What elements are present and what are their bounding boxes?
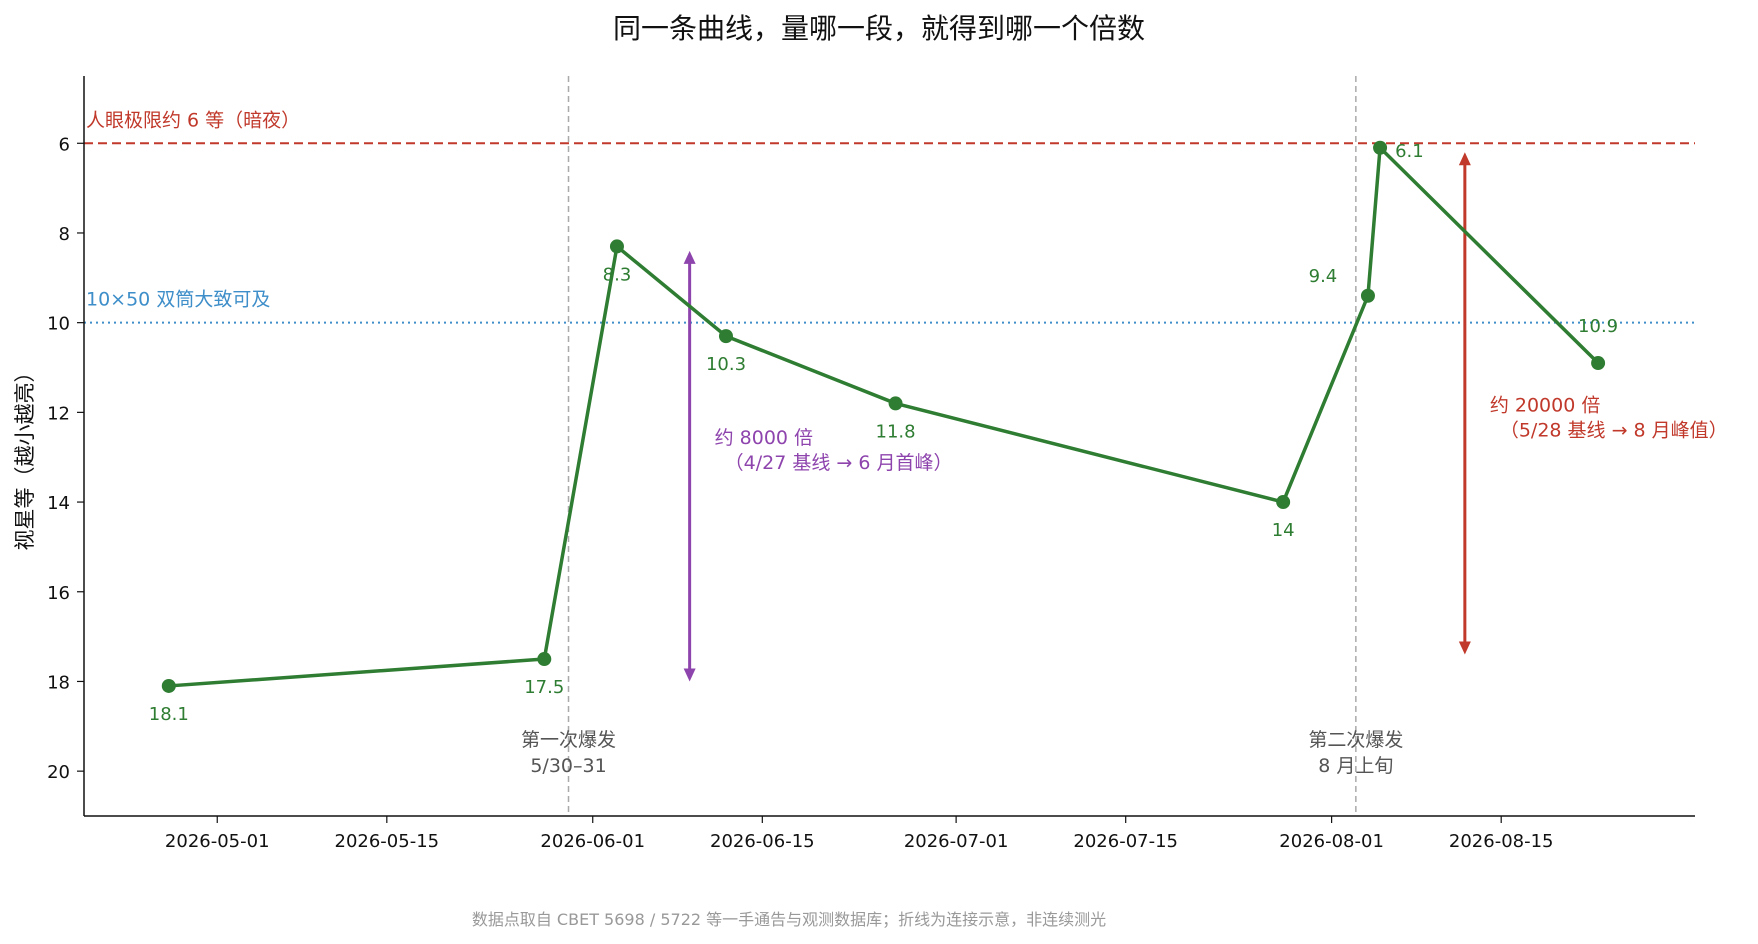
arrow-head-up <box>683 250 696 264</box>
footnote: 数据点取自 CBET 5698 / 5722 等一手通告与观测数据库；折线为连接… <box>472 910 1106 929</box>
data-label: 6.1 <box>1395 141 1424 162</box>
arrow-head-up <box>1458 152 1471 166</box>
data-label: 9.4 <box>1309 266 1338 287</box>
reference-lines: 人眼极限约 6 等（暗夜） 10×50 双筒大致可及 <box>84 109 1695 324</box>
data-point <box>537 652 552 667</box>
chart-title: 同一条曲线，量哪一段，就得到哪一个倍数 <box>613 12 1145 45</box>
y-tick-label: 16 <box>47 583 70 604</box>
x-tick-label: 2026-05-15 <box>335 831 440 852</box>
event-lines: 第一次爆发 5/30–31 第二次爆发 8 月上旬 <box>521 76 1403 816</box>
data-point <box>888 396 903 411</box>
axes: 2026-05-01 2026-05-15 2026-06-01 2026-06-15… <box>47 76 1695 852</box>
series-line <box>168 146 1600 688</box>
data-point <box>718 329 733 344</box>
series-layer: 18.1 17.5 8.3 10.3 11.8 14 9.4 6.1 10.9 <box>149 140 1618 725</box>
data-point <box>161 678 176 693</box>
x-tick-label: 2026-08-15 <box>1449 831 1554 852</box>
data-label: 8.3 <box>603 264 632 285</box>
y-tick-label: 18 <box>47 672 70 693</box>
y-tick-label: 20 <box>47 762 70 783</box>
data-point <box>609 239 624 254</box>
x-tick-label: 2026-05-01 <box>165 831 270 852</box>
annotation-arrows: 约 8000 倍 （4/27 基线 → 6 月首峰） 约 20000 倍 （5/28 … <box>683 152 1728 682</box>
y-tick-label: 6 <box>59 134 70 155</box>
data-point <box>1276 495 1291 510</box>
arrow-label: （4/27 基线 → 6 月首峰） <box>725 452 953 474</box>
x-tick-label: 2026-08-01 <box>1279 831 1384 852</box>
event-label: 5/30–31 <box>530 755 606 777</box>
event-label: 第一次爆发 <box>521 729 616 751</box>
reference-line-label: 人眼极限约 6 等（暗夜） <box>86 109 300 131</box>
event-label: 8 月上旬 <box>1318 755 1393 777</box>
arrow-label: 约 8000 倍 <box>715 427 813 449</box>
y-tick-label: 10 <box>47 314 70 335</box>
arrow-label: 约 20000 倍 <box>1490 394 1601 416</box>
reference-line-label: 10×50 双筒大致可及 <box>86 289 270 311</box>
x-tick-label: 2026-06-01 <box>540 831 645 852</box>
event-label: 第二次爆发 <box>1308 729 1403 751</box>
x-tick-label: 2026-06-15 <box>710 831 815 852</box>
y-tick-label: 12 <box>47 403 70 424</box>
x-tick-label: 2026-07-01 <box>904 831 1009 852</box>
data-label: 10.9 <box>1578 316 1618 337</box>
data-label: 10.3 <box>706 354 746 375</box>
y-tick-label: 8 <box>59 224 70 245</box>
arrow-head-down <box>1458 641 1471 655</box>
data-label: 17.5 <box>524 677 564 698</box>
arrow-label: （5/28 基线 → 8 月峰值） <box>1500 419 1728 441</box>
data-point <box>1360 288 1375 303</box>
data-point <box>1373 140 1388 155</box>
data-label: 14 <box>1272 520 1295 541</box>
data-point <box>1591 356 1606 371</box>
data-label: 11.8 <box>876 421 916 442</box>
y-axis-label: 视星等（越小越亮） <box>13 362 37 551</box>
y-tick-label: 14 <box>47 493 70 514</box>
data-label: 18.1 <box>149 704 189 725</box>
arrow-head-down <box>683 668 696 682</box>
x-tick-label: 2026-07-15 <box>1073 831 1178 852</box>
